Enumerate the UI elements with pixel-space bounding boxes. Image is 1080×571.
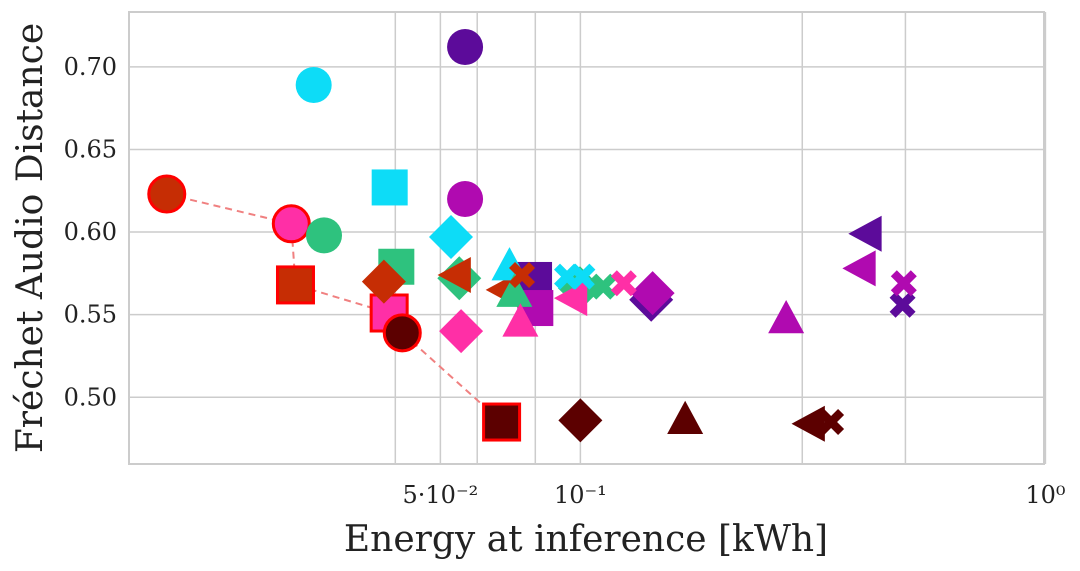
point-square <box>371 169 408 206</box>
y-axis-label: Fréchet Audio Distance <box>10 23 51 453</box>
point-diamond <box>361 259 406 304</box>
point-square <box>275 265 315 305</box>
point-x <box>590 273 617 300</box>
point-circle <box>382 313 422 353</box>
y-tick-label: 0.55 <box>64 301 117 329</box>
point-triangle-left <box>842 250 876 287</box>
y-tick-label: 0.50 <box>64 383 117 411</box>
data-points <box>147 29 917 443</box>
point-triangle-left <box>848 215 882 252</box>
x-tick-labels: 5·10⁻² 10⁻¹ 10⁰ <box>403 481 1066 509</box>
plot-area-frame <box>128 11 1045 465</box>
point-x <box>610 270 637 297</box>
point-triangle-up <box>502 303 539 337</box>
x-tick-label: 5·10⁻² <box>403 481 479 509</box>
y-tick-label: 0.65 <box>64 135 117 163</box>
point-diamond <box>429 215 474 260</box>
x-axis-label: Energy at inference [kWh] <box>344 519 828 560</box>
x-tick-label: 10⁻¹ <box>554 481 607 509</box>
y-tick-label: 0.60 <box>64 218 117 246</box>
point-circle <box>147 174 187 214</box>
point-circle <box>447 29 484 66</box>
point-diamond <box>630 271 675 316</box>
point-x <box>569 263 596 290</box>
point-x <box>509 262 536 289</box>
point-square <box>482 402 522 442</box>
point-triangle-up <box>667 400 704 435</box>
point-triangle-up <box>768 299 805 334</box>
point-x <box>818 409 845 436</box>
point-triangle-left <box>553 280 588 317</box>
point-diamond <box>439 309 484 354</box>
point-circle <box>271 204 311 244</box>
point-diamond <box>558 398 603 443</box>
point-circle <box>295 67 332 104</box>
point-x <box>890 270 917 297</box>
point-circle <box>447 181 484 218</box>
point-x <box>889 291 916 318</box>
x-tick-label: 10⁰ <box>1025 481 1065 509</box>
point-triangle-left <box>791 405 825 442</box>
point-circle <box>306 217 343 254</box>
y-tick-label: 0.70 <box>64 53 117 81</box>
point-triangle-left <box>437 257 471 294</box>
point-triangle-up <box>496 273 533 307</box>
y-tick-labels: 0.50 0.55 0.60 0.65 0.70 <box>64 53 117 411</box>
